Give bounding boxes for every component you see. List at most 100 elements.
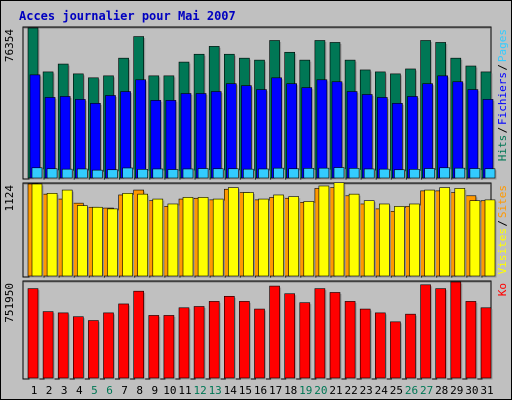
legend-item: Ko bbox=[496, 283, 509, 296]
legend-item: Sites bbox=[496, 185, 509, 218]
x-tick-label: 8 bbox=[136, 384, 143, 397]
bar-fichiers bbox=[180, 93, 192, 179]
x-tick-label: 30 bbox=[465, 384, 478, 397]
x-tick-label: 20 bbox=[314, 384, 327, 397]
bar-visites bbox=[167, 203, 179, 277]
bar-visites bbox=[288, 196, 300, 277]
bar-fichiers bbox=[241, 85, 252, 179]
bar-visites bbox=[363, 200, 375, 277]
bar-ko bbox=[133, 290, 144, 379]
legend-separator: / bbox=[496, 220, 509, 227]
x-tick-label: 14 bbox=[224, 384, 238, 397]
bar-fichiers bbox=[331, 81, 343, 179]
bar-fichiers bbox=[75, 99, 86, 179]
bar-fichiers bbox=[422, 83, 433, 179]
x-tick-label: 6 bbox=[106, 384, 113, 397]
bar-pages bbox=[258, 168, 269, 179]
bar-visites bbox=[92, 206, 103, 277]
bar-ko bbox=[148, 315, 160, 379]
x-tick-label: 29 bbox=[450, 384, 463, 397]
bar-ko bbox=[480, 307, 492, 379]
bar-pages bbox=[333, 167, 345, 179]
x-tick-label: 17 bbox=[269, 384, 282, 397]
bar-fichiers bbox=[482, 99, 494, 179]
bar-ko bbox=[314, 288, 326, 379]
bar-ko bbox=[344, 301, 356, 379]
bar-visites bbox=[107, 208, 118, 277]
bar-visites bbox=[348, 193, 360, 277]
bar-pages bbox=[424, 168, 435, 179]
bar-ko bbox=[329, 292, 341, 379]
bar-ko bbox=[193, 306, 205, 379]
y-max-label: 751950 bbox=[3, 283, 16, 323]
bar-ko bbox=[390, 321, 401, 379]
x-tick-label: 24 bbox=[375, 384, 389, 397]
bar-ko bbox=[284, 293, 296, 379]
bar-visites bbox=[273, 194, 284, 277]
bar-fichiers bbox=[361, 94, 373, 179]
bar-fichiers bbox=[165, 100, 177, 179]
bar-ko bbox=[269, 285, 280, 379]
bar-visites bbox=[137, 193, 148, 277]
x-tick-label: 15 bbox=[239, 384, 252, 397]
legend-item: Pages bbox=[496, 29, 509, 62]
bar-visites bbox=[318, 185, 330, 277]
bar-visites bbox=[439, 187, 451, 277]
bar-ko bbox=[118, 303, 129, 379]
bar-fichiers bbox=[105, 95, 116, 179]
bar-ko bbox=[374, 312, 386, 379]
bar-pages bbox=[197, 168, 209, 179]
x-tick-label: 2 bbox=[46, 384, 53, 397]
bar-visites bbox=[152, 198, 164, 277]
bar-fichiers bbox=[195, 93, 207, 179]
bar-visites bbox=[243, 192, 254, 277]
x-tick-label: 13 bbox=[209, 384, 222, 397]
legend-separator: / bbox=[496, 127, 509, 134]
bar-ko bbox=[73, 316, 84, 379]
bar-pages bbox=[363, 168, 375, 179]
bar-ko bbox=[88, 320, 99, 379]
bar-pages bbox=[469, 168, 481, 179]
bar-pages bbox=[122, 167, 133, 179]
bar-ko bbox=[465, 301, 477, 379]
x-tick-label: 25 bbox=[390, 384, 403, 397]
bar-ko bbox=[239, 301, 250, 379]
x-tick-label: 27 bbox=[420, 384, 433, 397]
bar-fichiers bbox=[226, 83, 237, 179]
bar-pages bbox=[439, 167, 451, 179]
bar-pages bbox=[182, 168, 194, 179]
bar-visites bbox=[333, 182, 345, 277]
bar-ko bbox=[27, 288, 39, 379]
bar-ko bbox=[208, 301, 220, 379]
bar-fichiers bbox=[376, 97, 388, 179]
bar-fichiers bbox=[135, 79, 146, 179]
bar-fichiers bbox=[301, 87, 313, 179]
bar-pages bbox=[454, 167, 466, 179]
x-tick-label: 18 bbox=[284, 384, 297, 397]
bar-pages bbox=[273, 167, 284, 179]
x-tick-label: 22 bbox=[344, 384, 357, 397]
x-tick-label: 28 bbox=[435, 384, 448, 397]
bar-fichiers bbox=[210, 91, 222, 179]
bar-fichiers bbox=[271, 77, 282, 179]
bar-ko bbox=[299, 302, 311, 379]
bar-pages bbox=[46, 168, 58, 179]
bar-visites bbox=[424, 189, 435, 277]
bar-visites bbox=[303, 201, 315, 277]
bar-ko bbox=[435, 288, 447, 379]
x-tick-label: 5 bbox=[91, 384, 98, 397]
bar-fichiers bbox=[256, 89, 267, 179]
bar-ko bbox=[450, 281, 462, 379]
bar-fichiers bbox=[316, 79, 328, 179]
bar-ko bbox=[57, 312, 69, 379]
x-tick-label: 19 bbox=[299, 384, 312, 397]
bar-pages bbox=[212, 168, 224, 179]
bar-ko bbox=[420, 284, 431, 379]
bar-ko bbox=[163, 315, 175, 379]
bar-pages bbox=[303, 168, 315, 179]
legend-item: Visites bbox=[496, 228, 509, 274]
bar-pages bbox=[378, 168, 390, 179]
bar-fichiers bbox=[44, 97, 56, 179]
x-tick-label: 7 bbox=[121, 384, 128, 397]
bar-visites bbox=[31, 183, 43, 277]
